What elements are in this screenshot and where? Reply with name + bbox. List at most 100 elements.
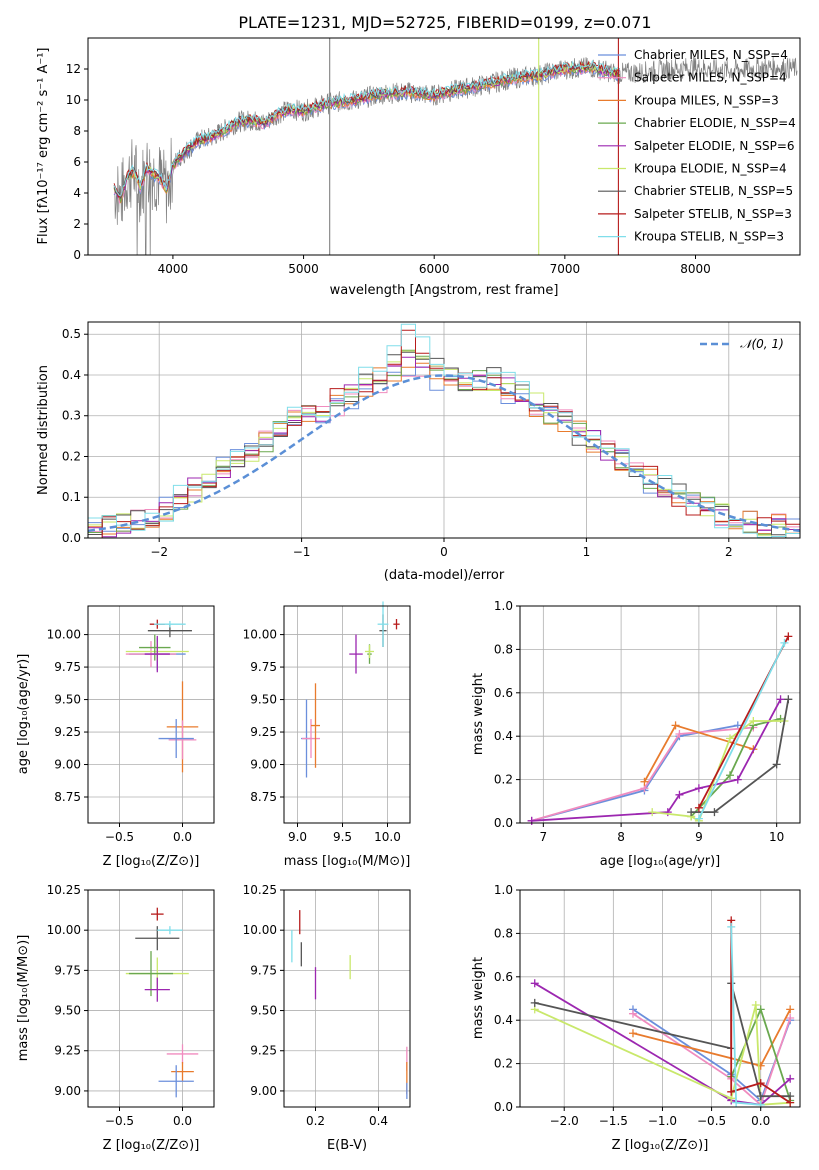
residual-ytick-label: 0.1: [62, 490, 81, 504]
z-weight-point: [530, 979, 539, 988]
residual-plot-area: [88, 322, 800, 539]
spectrum-title: PLATE=1231, MJD=52725, FIBERID=0199, z=0…: [238, 13, 651, 32]
ebv-mass-ytick-label: 9.75: [250, 963, 277, 977]
z-weight-ytick-label: 0.4: [494, 1013, 513, 1027]
z-weight-point: [628, 1029, 637, 1038]
spectrum-panel: PLATE=1231, MJD=52725, FIBERID=0199, z=0…: [36, 13, 801, 298]
residual-legend: 𝒩(0, 1): [700, 337, 784, 351]
z-weight-plot-area: [520, 889, 800, 1109]
mass-age-xtick-label: 9.5: [333, 830, 352, 844]
mass-age-ytick-label: 9.50: [250, 693, 277, 707]
age-weight-series-0: [531, 724, 738, 822]
ebv-mass-panel: 0.2 0.4 9.00 9.25 9.50 9.75 10.00 10.25 E(B-V): [243, 883, 411, 1153]
z-mass-xlabel: Z [log₁₀(Z/Z⊙)]: [103, 1138, 200, 1153]
age-weight-xtick-label: 8: [617, 830, 625, 844]
z-age-ytick-label: 8.75: [54, 790, 81, 804]
age-weight-xlabel: age [log₁₀(age/yr)]: [600, 854, 721, 869]
z-age-ytick-label: 10.00: [47, 628, 81, 642]
z-weight-series-7: [730, 920, 791, 1104]
z-weight-xtick-label: −1.0: [648, 1114, 677, 1128]
legend-label: Salpeter MILES, N_SSP=4: [634, 71, 787, 85]
spectrum-xtick-label: 8000: [680, 262, 711, 276]
age-weight-point: [733, 775, 742, 784]
z-mass-panel: −0.5 0.0 9.00 9.25 9.50 9.75 10.00 10.25 Z [log…: [16, 883, 215, 1153]
legend-label: Kroupa MILES, N_SSP=3: [634, 93, 779, 107]
residual-xtick-label: 1: [583, 545, 591, 559]
legend-label: Chabrier ELODIE, N_SSP=4: [634, 116, 796, 130]
z-weight-point: [786, 1005, 795, 1014]
age-weight-xtick-label: 9: [695, 830, 703, 844]
z-weight-frame: [519, 889, 801, 1108]
residual-ytick-label: 0.2: [62, 449, 81, 463]
residual-xtick-label: 2: [725, 545, 733, 559]
mass-age-ytick-label: 8.75: [250, 790, 277, 804]
age-weight-point: [726, 734, 734, 743]
age-weight-point: [675, 790, 684, 799]
age-weight-plot-area: [520, 605, 800, 825]
legend-label: Chabrier STELIB, N_SSP=5: [634, 184, 793, 198]
z-weight-point: [732, 1098, 741, 1107]
z-age-xlabel: Z [log₁₀(Z/Z⊙)]: [103, 854, 200, 869]
z-mass-ylabel: mass [log₁₀(M/M⊙)]: [16, 935, 31, 1062]
age-weight-point: [780, 638, 789, 647]
normal-curve: [88, 374, 800, 533]
mass-age-xtick-label: 9.0: [288, 830, 307, 844]
residual-xtick-label: −1: [293, 545, 311, 559]
z-age-plot-area: [88, 606, 214, 823]
ebv-mass-xtick-label: 0.4: [369, 1114, 388, 1128]
spectrum-xtick-label: 6000: [419, 262, 450, 276]
age-weight-point: [671, 721, 680, 730]
age-weight-series-1: [531, 726, 754, 822]
z-age-ticks: −0.5 0.0 8.75 9.00 9.25 9.50 9.75 10.00: [47, 628, 192, 844]
spectrum-plot-area: [113, 38, 798, 255]
ebv-mass-ytick-label: 10.00: [243, 923, 277, 937]
spectrum-xtick-label: 4000: [158, 262, 189, 276]
z-mass-ytick-label: 9.75: [54, 963, 81, 977]
age-weight-point: [749, 717, 758, 726]
z-weight-xtick-label: −0.5: [697, 1114, 726, 1128]
z-mass-ytick-label: 10.00: [47, 923, 81, 937]
residual-xtick-label: 0: [440, 545, 448, 559]
age-weight-point: [640, 777, 649, 786]
age-weight-point: [784, 632, 793, 641]
z-age-ylabel: age [log₁₀(age/yr)]: [16, 654, 31, 775]
mass-age-ytick-label: 9.00: [250, 758, 277, 772]
age-weight-point: [772, 760, 781, 769]
z-mass-ticks: −0.5 0.0 9.00 9.25 9.50 9.75 10.00 10.25: [47, 883, 192, 1128]
spectrum-xtick-label: 5000: [288, 262, 319, 276]
age-weight-ylabel: mass weight: [471, 673, 486, 755]
ebv-mass-plot-area: [284, 889, 410, 1107]
model-spectrum-2: [113, 64, 621, 204]
age-weight-point: [694, 784, 703, 793]
observed-spectrum: [113, 56, 798, 255]
spectrum-ytick-label: 6: [73, 155, 81, 169]
z-age-xtick-label: 0.0: [173, 830, 192, 844]
residual-hist-8: [88, 323, 800, 538]
z-weight-point: [756, 1079, 765, 1088]
spectrum-ytick-label: 2: [73, 217, 81, 231]
z-mass-ytick-label: 10.25: [47, 883, 81, 897]
residual-ytick-label: 0.0: [62, 531, 81, 545]
z-mass-ytick-label: 9.50: [54, 1004, 81, 1018]
z-weight-xtick-label: −1.5: [599, 1114, 628, 1128]
age-weight-series-4: [531, 698, 782, 822]
spectrum-ytick-label: 12: [66, 62, 81, 76]
spectrum-ytick-label: 10: [66, 93, 81, 107]
spectrum-ylabel: Flux [fλ10⁻¹⁷ erg cm⁻² s⁻¹ A⁻¹]: [36, 48, 51, 245]
z-mass-xtick-label: −0.5: [105, 1114, 134, 1128]
spectrum-ytick-label: 4: [73, 186, 81, 200]
age-weight-ytick-label: 0.2: [494, 773, 513, 787]
mass-age-panel: 9.0 9.5 10.0 8.75 9.00 9.25 9.50 9.75 10.00 mass…: [243, 601, 411, 869]
age-weight-point: [710, 808, 719, 817]
age-weight-point: [527, 816, 536, 825]
age-weight-point: [675, 730, 684, 739]
model-spectrum-5: [113, 62, 620, 198]
z-mass-xtick-label: 0.0: [173, 1114, 192, 1128]
age-weight-point: [648, 808, 657, 817]
z-weight-ytick-label: 0.8: [494, 926, 513, 940]
legend-label: Salpeter ELODIE, N_SSP=6: [634, 139, 795, 153]
ebv-mass-ytick-label: 9.25: [250, 1044, 277, 1058]
z-weight-point: [756, 1005, 765, 1014]
model-spectrum-0: [113, 66, 620, 200]
ebv-mass-ticks: 0.2 0.4 9.00 9.25 9.50 9.75 10.00 10.25: [243, 883, 388, 1128]
